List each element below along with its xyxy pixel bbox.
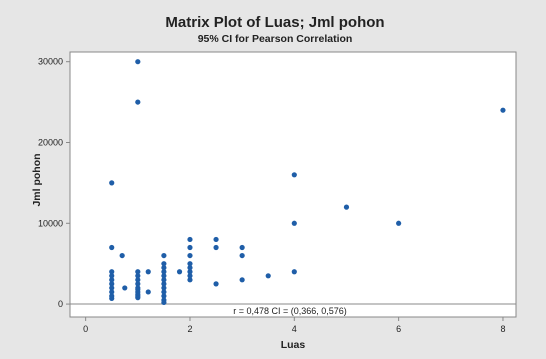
data-point: [135, 269, 141, 275]
data-point: [135, 277, 141, 283]
data-point: [161, 289, 167, 295]
data-point: [109, 244, 115, 251]
data-point: [135, 99, 141, 105]
data-point: [187, 236, 193, 243]
chart-title: Matrix Plot of Luas; Jml pohon: [165, 14, 384, 31]
data-point: [187, 244, 193, 251]
data-point: [135, 295, 141, 301]
y-tick-label: 10000: [38, 218, 63, 228]
data-point: [135, 281, 141, 287]
data-point: [187, 261, 193, 267]
data-point: [135, 273, 141, 279]
data-point: [161, 273, 167, 279]
data-point: [161, 269, 167, 275]
chart-subtitle: 95% CI for Pearson Correlation: [198, 33, 353, 45]
x-tick-label: 2: [187, 324, 192, 334]
data-point: [161, 277, 167, 283]
data-point: [239, 252, 245, 259]
data-point: [109, 289, 115, 295]
data-point: [135, 59, 141, 65]
data-point: [161, 281, 167, 287]
data-point: [187, 273, 193, 279]
data-point: [343, 204, 350, 210]
data-point: [213, 244, 219, 251]
y-tick-label: 20000: [38, 137, 63, 147]
data-point: [161, 299, 167, 306]
x-tick-label: 0: [83, 324, 88, 334]
data-point: [500, 107, 506, 113]
data-point: [161, 252, 167, 259]
data-point: [187, 265, 193, 271]
data-point: [122, 285, 128, 291]
data-point: [213, 236, 219, 243]
y-tick-label: 30000: [38, 57, 63, 67]
data-point: [239, 277, 245, 283]
data-point: [239, 244, 245, 251]
data-point: [291, 269, 297, 275]
data-point: [109, 180, 115, 186]
data-point: [161, 265, 167, 271]
points-layer: [109, 59, 506, 306]
data-point: [396, 220, 402, 226]
y-tick-label: 0: [58, 299, 63, 309]
data-point: [161, 285, 167, 291]
data-point: [291, 220, 297, 226]
data-point: [145, 269, 151, 275]
x-axis-label: Luas: [281, 339, 306, 351]
data-point: [161, 293, 167, 299]
data-point: [176, 269, 183, 275]
data-point: [109, 285, 115, 291]
data-point: [161, 261, 167, 267]
ticks-layer: 0 2 4 6 8 0 10000 20000 30000: [38, 57, 505, 334]
data-point: [213, 281, 219, 287]
data-point: [187, 277, 193, 283]
x-tick-label: 8: [500, 324, 505, 334]
x-tick-label: 4: [292, 324, 297, 334]
data-point: [119, 252, 125, 259]
data-point: [187, 269, 193, 275]
data-point: [109, 277, 115, 283]
data-point: [109, 269, 115, 275]
data-point: [109, 281, 115, 287]
data-point: [109, 273, 115, 279]
data-point: [145, 289, 151, 295]
data-point: [265, 273, 271, 279]
data-point: [109, 295, 115, 302]
y-axis-label: Jml pohon: [31, 153, 43, 206]
x-tick-label: 6: [396, 324, 401, 334]
correlation-annotation: r = 0,478 CI = (0,366, 0,576): [233, 306, 347, 316]
data-point: [291, 172, 297, 178]
data-point: [187, 252, 193, 259]
